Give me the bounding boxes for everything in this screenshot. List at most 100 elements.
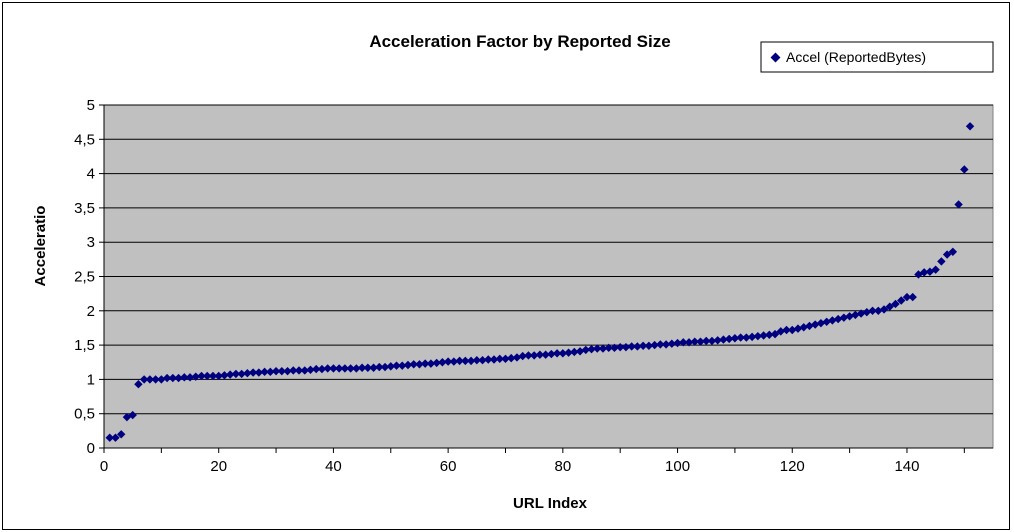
data-point: [420, 359, 430, 368]
data-point: [369, 363, 378, 372]
data-point: [885, 302, 894, 311]
data-point: [931, 265, 940, 274]
x-tick-label: 40: [325, 458, 342, 475]
data-point: [621, 342, 631, 352]
data-point: [816, 318, 826, 328]
data-point: [151, 375, 160, 384]
y-axis-ticks: 0 0,5 1 1,5 2 2,5 3 3,5 4 4,5 5: [74, 97, 105, 457]
x-tick-label: 140: [894, 458, 919, 475]
data-point: [593, 344, 602, 353]
data-point: [438, 358, 447, 367]
data-point: [489, 355, 499, 364]
data-point: [426, 359, 436, 368]
data-point: [334, 364, 344, 373]
data-point: [770, 329, 780, 339]
data-point: [690, 337, 699, 346]
x-tick-label: 100: [665, 458, 690, 475]
data-point: [432, 358, 441, 368]
data-point: [856, 309, 866, 318]
data-point: [902, 292, 912, 302]
data-point: [185, 373, 195, 382]
data-point: [679, 338, 688, 347]
data-point: [650, 340, 659, 350]
data-point: [117, 430, 126, 439]
data-point: [845, 312, 854, 321]
x-tick-label: 80: [554, 458, 571, 475]
data-point: [180, 373, 189, 382]
data-point: [937, 257, 946, 266]
data-point: [828, 316, 837, 325]
data-point: [248, 368, 258, 377]
data-point: [461, 356, 470, 366]
data-point: [879, 305, 889, 314]
data-point: [478, 355, 487, 365]
chart-title: Acceleration Factor by Reported Size: [369, 32, 670, 51]
data-point: [575, 347, 585, 356]
data-point: [742, 333, 751, 342]
data-point: [868, 306, 877, 315]
data-point: [552, 349, 562, 358]
data-point: [874, 306, 883, 315]
data-point: [312, 364, 321, 374]
data-point: [535, 350, 545, 359]
legend: Accel (ReportedBytes): [760, 41, 994, 73]
data-point: [851, 310, 860, 320]
data-point: [168, 373, 178, 383]
data-point: [283, 366, 292, 376]
data-point: [472, 355, 482, 365]
data-point: [277, 366, 286, 376]
x-tick-label: 120: [780, 458, 805, 475]
data-point: [776, 327, 785, 336]
data-point: [541, 350, 550, 359]
y-tick-label: 2,5: [74, 269, 95, 286]
data-point: [954, 200, 963, 209]
y-tick-label: 0,5: [74, 406, 95, 423]
y-tick-label: 1: [87, 371, 95, 388]
data-point: [661, 340, 671, 349]
data-point: [610, 343, 619, 353]
data-point: [329, 364, 338, 373]
data-point: [357, 363, 367, 372]
data-point: [501, 354, 510, 364]
data-point: [965, 122, 975, 131]
data-point: [696, 337, 705, 346]
data-point: [627, 342, 636, 351]
data-point: [799, 323, 808, 332]
data-point: [570, 347, 579, 357]
data-point: [788, 325, 797, 335]
data-point: [455, 356, 464, 366]
data-point: [948, 247, 958, 257]
data-point: [449, 357, 459, 366]
data-point: [231, 369, 241, 379]
data-point: [300, 366, 309, 375]
data-point: [409, 360, 418, 369]
data-point: [392, 361, 401, 370]
y-tick-label: 4: [87, 166, 95, 183]
data-point: [145, 375, 155, 384]
data-point: [157, 375, 166, 384]
data-point: [203, 371, 212, 381]
data-point: [294, 366, 304, 375]
data-point: [673, 338, 682, 348]
data-point: [237, 369, 246, 379]
data-point: [919, 268, 929, 277]
x-tick-label: 60: [440, 458, 457, 475]
data-point: [162, 373, 172, 383]
data-point: [375, 362, 384, 372]
data-point: [174, 373, 183, 383]
data-point: [822, 317, 831, 326]
data-point: [713, 336, 722, 345]
data-point: [765, 330, 774, 340]
data-point: [484, 355, 493, 364]
data-point: [667, 339, 677, 348]
data-point: [805, 321, 814, 331]
data-point: [891, 299, 900, 309]
data-point: [730, 334, 740, 343]
data-point: [340, 364, 350, 373]
data-point: [105, 433, 114, 442]
data-point: [702, 336, 711, 346]
data-point: [260, 367, 269, 377]
data-point: [615, 342, 625, 352]
data-point: [724, 334, 734, 344]
data-point: [134, 380, 143, 389]
